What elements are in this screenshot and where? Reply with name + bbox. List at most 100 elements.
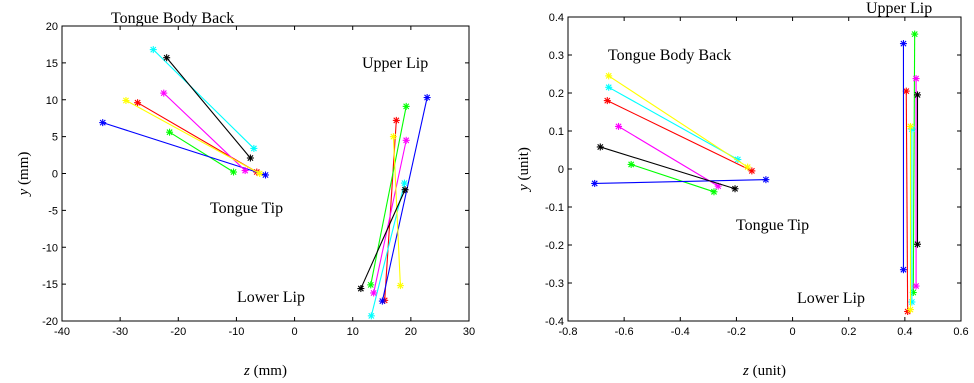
series-5 bbox=[160, 89, 410, 297]
y-tick-label: -5 bbox=[48, 205, 58, 217]
lip-segment-end-point bbox=[899, 266, 907, 274]
lip-segment-start-point bbox=[913, 91, 921, 99]
y-tick-label: 0.3 bbox=[549, 50, 564, 62]
y-tick-label: -0.4 bbox=[545, 316, 564, 328]
y-tick-label: 0 bbox=[52, 169, 58, 181]
series-1 bbox=[603, 87, 912, 315]
annotation-lower-lip: Lower Lip bbox=[797, 290, 865, 307]
x-tick-label: 0.2 bbox=[841, 326, 856, 338]
y-axis-unit: (mm) bbox=[16, 152, 32, 189]
x-tick-label: 0.4 bbox=[897, 326, 912, 338]
series-2 bbox=[627, 30, 919, 296]
series-2 bbox=[166, 102, 410, 289]
tongue-segment-end-point bbox=[230, 168, 238, 176]
x-axis-label: z (mm) bbox=[243, 363, 287, 379]
y-tick-label: 0.4 bbox=[549, 12, 564, 24]
tongue-segment bbox=[125, 100, 260, 174]
lip-segment-start-point bbox=[400, 179, 408, 187]
x-tick-label: -30 bbox=[112, 326, 128, 338]
lip-segment-start-point bbox=[389, 133, 397, 141]
x-axis-label: z (unit) bbox=[742, 363, 786, 379]
x-tick-label: -0.8 bbox=[559, 326, 578, 338]
lip-segment bbox=[912, 34, 916, 293]
lip-segment bbox=[370, 182, 405, 316]
y-tick-label: 10 bbox=[46, 95, 58, 107]
annotation-tongue-body-back: Tongue Body Back bbox=[608, 47, 731, 64]
lip-segment bbox=[373, 140, 407, 294]
chart-panel-1: -40 -30 -20 -10 0 10 20 30 -20 -15 -10 -5 0 5 10 15 20 z … bbox=[16, 10, 475, 379]
lip-segment-start-point bbox=[401, 186, 409, 194]
tongue-segment-start-point bbox=[149, 46, 157, 54]
series-7 bbox=[596, 91, 921, 248]
tongue-segment bbox=[102, 122, 266, 176]
series-4 bbox=[605, 83, 916, 306]
series-3 bbox=[99, 94, 431, 305]
series-3 bbox=[591, 40, 907, 274]
lip-segment bbox=[360, 189, 406, 289]
lip-segment-end-point bbox=[396, 282, 404, 290]
lip-segment-start-point bbox=[402, 102, 410, 110]
tongue-segment-end-point bbox=[710, 188, 718, 196]
y-tick-label: -10 bbox=[42, 242, 58, 254]
y-axis-variable: y bbox=[516, 184, 532, 193]
lip-segment-end-point bbox=[357, 285, 365, 293]
lip-segment-end-point bbox=[908, 298, 916, 306]
lip-segment bbox=[392, 136, 401, 286]
y-tick-label: 5 bbox=[52, 132, 58, 144]
tongue-segment-start-point bbox=[160, 89, 168, 97]
tongue-segment-start-point bbox=[603, 97, 611, 105]
tongue-segment-end-point bbox=[246, 154, 254, 162]
tongue-segment-start-point bbox=[596, 143, 604, 151]
x-tick-label: 0 bbox=[790, 326, 796, 338]
x-tick-label: 30 bbox=[463, 326, 475, 338]
lip-segment-start-point bbox=[906, 122, 914, 130]
y-tick-label: 20 bbox=[46, 21, 58, 33]
y-tick-label: -0.2 bbox=[545, 240, 564, 252]
x-axis-variable: z bbox=[742, 363, 749, 379]
y-axis-variable: y bbox=[16, 188, 32, 197]
x-tick-label: 20 bbox=[405, 326, 417, 338]
y-tick-label: -15 bbox=[42, 279, 58, 291]
x-axis-variable: z bbox=[243, 363, 250, 379]
y-tick-label: 0.1 bbox=[549, 126, 564, 138]
annotation-tongue-tip: Tongue Tip bbox=[736, 217, 809, 234]
tongue-segment-end-point bbox=[262, 171, 269, 179]
y-tick-label: 0 bbox=[558, 164, 564, 176]
tongue-segment-end-point bbox=[744, 163, 752, 171]
tongue-segment-start-point bbox=[605, 83, 613, 91]
lip-segment bbox=[905, 91, 909, 312]
tongue-segment bbox=[169, 131, 234, 173]
tongue-segment bbox=[608, 75, 748, 168]
x-tick-label: 0 bbox=[292, 326, 298, 338]
lip-segment bbox=[384, 120, 397, 301]
lip-segment-start-point bbox=[911, 30, 919, 38]
tongue-segment-end-point bbox=[762, 176, 770, 184]
lip-segment-end-point bbox=[912, 282, 920, 290]
tongue-segment-start-point bbox=[166, 128, 174, 136]
x-tick-label: -10 bbox=[228, 326, 244, 338]
annotation-tongue-tip: Tongue Tip bbox=[210, 200, 283, 217]
lip-segment-start-point bbox=[392, 116, 400, 124]
tongue-segment-end-point bbox=[256, 170, 264, 177]
tongue-segment-start-point bbox=[99, 119, 107, 127]
tongue-segment bbox=[607, 100, 753, 172]
tongue-segment-start-point bbox=[627, 160, 635, 168]
tongue-segment-start-point bbox=[163, 54, 171, 62]
x-axis-unit: (unit) bbox=[749, 363, 786, 379]
x-tick-label: 10 bbox=[347, 326, 359, 338]
tongue-segment-start-point bbox=[591, 179, 599, 187]
tongue-segment-end-point bbox=[250, 144, 258, 152]
x-tick-label: -40 bbox=[54, 326, 70, 338]
x-tick-label: -0.2 bbox=[727, 326, 746, 338]
tongue-segment bbox=[166, 57, 251, 159]
annotation-tongue-body-back: Tongue Body Back bbox=[111, 10, 234, 27]
y-axis-label: y (mm) bbox=[16, 152, 32, 198]
x-axis-unit: (mm) bbox=[250, 363, 287, 379]
tongue-segment bbox=[594, 179, 766, 184]
x-tick-label: -20 bbox=[170, 326, 186, 338]
tongue-segment bbox=[152, 49, 255, 149]
annotation-upper-lip: Upper Lip bbox=[362, 55, 428, 72]
lip-segment-end-point bbox=[367, 312, 375, 320]
lip-segment-start-point bbox=[912, 75, 920, 83]
